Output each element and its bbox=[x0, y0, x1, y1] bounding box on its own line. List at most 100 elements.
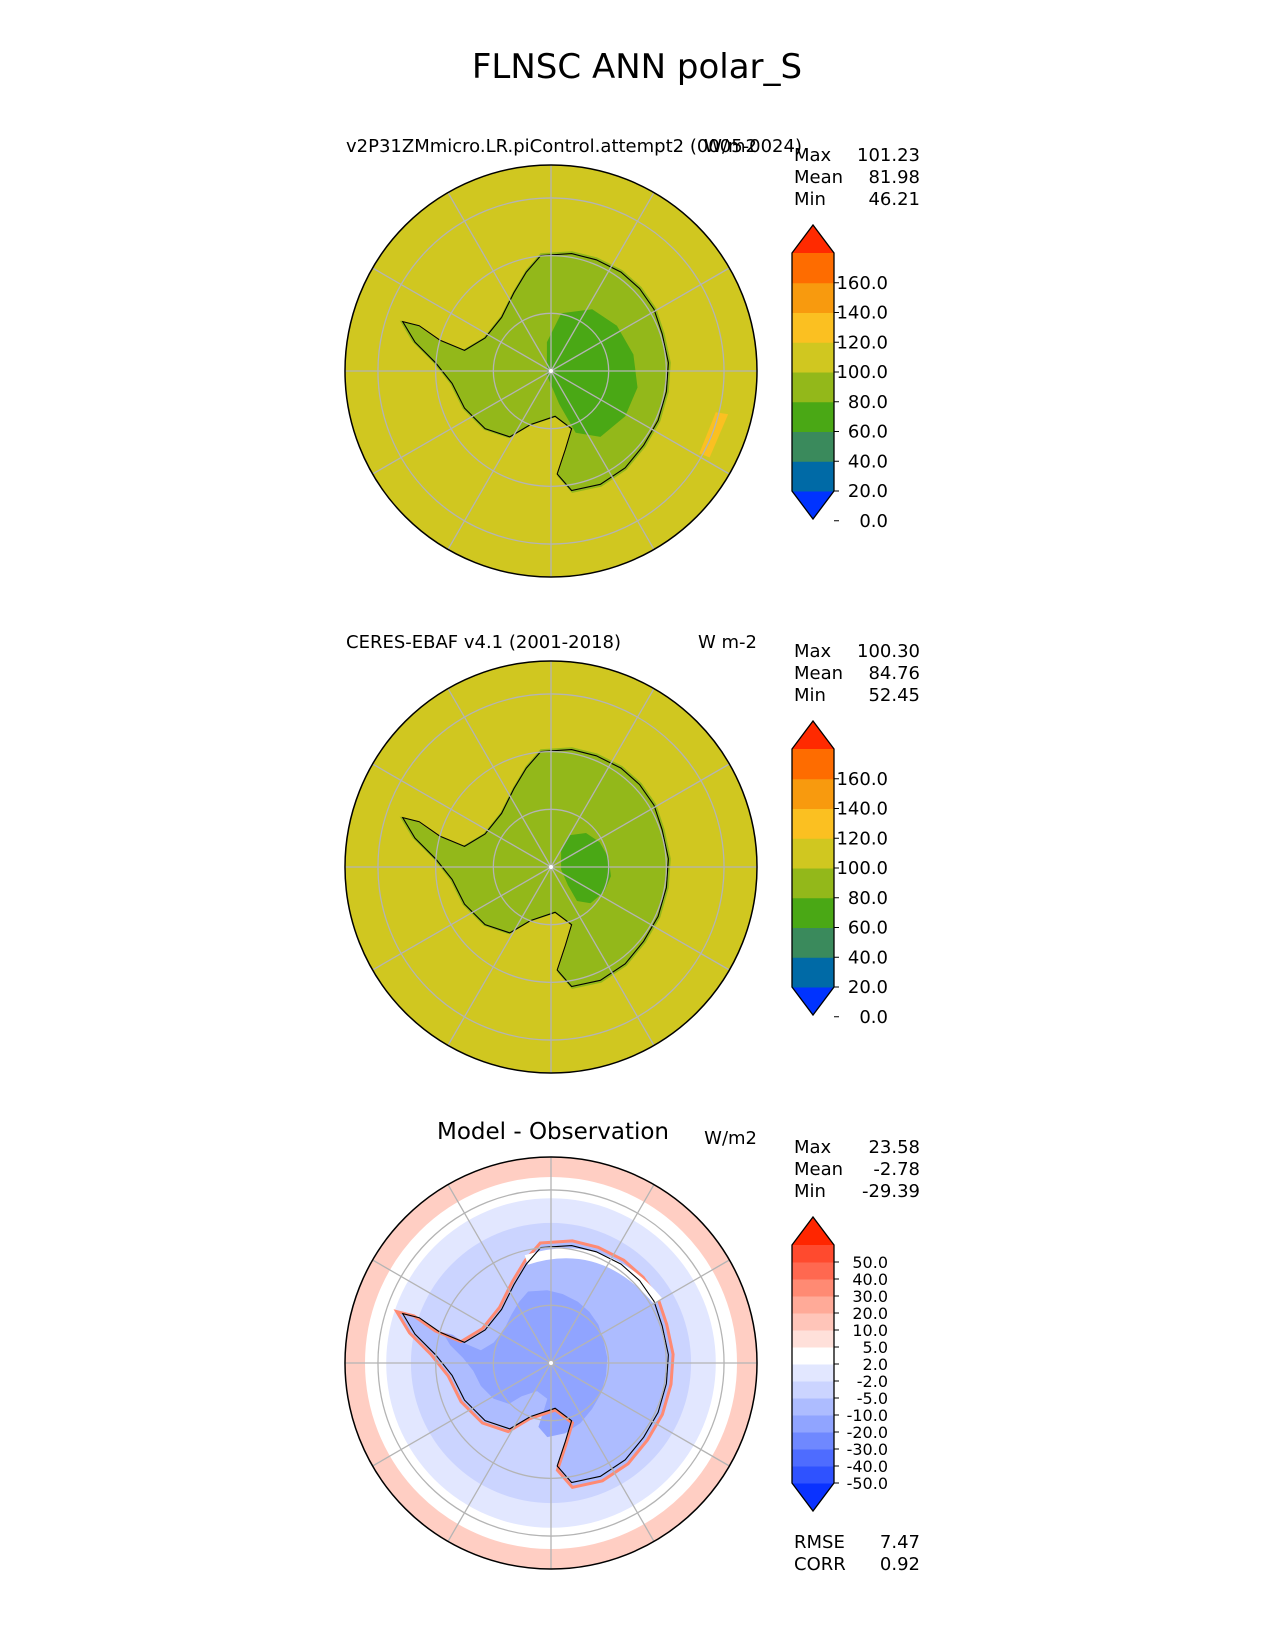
stat-value: 101.23 bbox=[857, 145, 920, 166]
colorbar-extend-min bbox=[792, 491, 834, 519]
colorbar-reference: 160.0 140.0 120.0 100.0 80.0 60.0 40.0 20.0 0.0 bbox=[791, 719, 888, 1028]
meridian-line bbox=[550, 370, 730, 475]
stat-label: Max bbox=[794, 1137, 832, 1158]
colorbar-segment bbox=[792, 1279, 834, 1297]
colorbar-tick-label: 10.0 bbox=[852, 1321, 888, 1340]
stat-label: Mean bbox=[794, 663, 843, 684]
stat-label: Mean bbox=[794, 167, 843, 188]
colorbar-segment bbox=[792, 868, 834, 899]
map-frame bbox=[344, 660, 758, 1074]
colorbar-segment bbox=[792, 1245, 834, 1263]
colorbar-tick-label: 0.0 bbox=[859, 511, 888, 532]
colorbar-extend-min bbox=[792, 1483, 834, 1511]
colorbar-tick-label: 80.0 bbox=[848, 888, 888, 909]
colorbar-tick-label: 5.0 bbox=[863, 1338, 888, 1357]
colorbar-tick-label: 80.0 bbox=[848, 392, 888, 413]
stat-value: 81.98 bbox=[868, 167, 920, 188]
coastal-positive bbox=[393, 1239, 675, 1489]
stat-value: 52.45 bbox=[868, 685, 920, 706]
colorbar-segment bbox=[792, 1398, 834, 1416]
colorbar-tick-label: 100.0 bbox=[836, 858, 888, 879]
colorbar-tick-label: -30.0 bbox=[847, 1440, 888, 1459]
stat-value: 46.21 bbox=[868, 189, 920, 210]
meridian-line bbox=[550, 866, 730, 971]
colorbar-tick-label: 2.0 bbox=[863, 1355, 888, 1374]
stat-label: Min bbox=[794, 1181, 826, 1202]
coastline bbox=[401, 1245, 669, 1484]
colorbar-tick-label: -5.0 bbox=[857, 1389, 888, 1408]
colorbar-segment bbox=[792, 461, 834, 492]
meridian-line bbox=[372, 1362, 552, 1467]
gridlines bbox=[345, 165, 757, 577]
colorbar-tick-label: -2.0 bbox=[857, 1372, 888, 1391]
map-difference bbox=[344, 1156, 758, 1570]
stat-value: 100.30 bbox=[857, 641, 920, 662]
panel-title: Model - Observation bbox=[437, 1119, 669, 1145]
colorbar-segment bbox=[792, 1330, 834, 1348]
meridian-line bbox=[447, 1362, 552, 1542]
meridian-line bbox=[550, 1259, 730, 1364]
stat-label: CORR bbox=[794, 1554, 846, 1575]
map-frame bbox=[344, 164, 758, 578]
colorbar-segment bbox=[792, 808, 834, 839]
meridian-line bbox=[372, 866, 552, 971]
colorbar-tick-label: 0.0 bbox=[859, 1007, 888, 1028]
meridian-line bbox=[447, 370, 552, 550]
colorbar-tick-label: -40.0 bbox=[847, 1457, 888, 1476]
colorbar-tick-label: 20.0 bbox=[852, 1304, 888, 1323]
colorbar-segment bbox=[792, 312, 834, 343]
stat-value: 0.92 bbox=[880, 1554, 920, 1575]
meridian-line bbox=[447, 1184, 552, 1364]
interior-field bbox=[561, 833, 611, 904]
colorbar-segment bbox=[792, 749, 834, 780]
meridian-line bbox=[550, 267, 730, 372]
meridian-line bbox=[447, 192, 552, 372]
colorbar-tick-label: 120.0 bbox=[836, 828, 888, 849]
colorbar-extend-max bbox=[792, 1217, 834, 1245]
meridian-line bbox=[550, 1362, 730, 1467]
colorbar-segment bbox=[792, 1347, 834, 1365]
meridian-line bbox=[372, 763, 552, 868]
stat-value: 23.58 bbox=[868, 1137, 920, 1158]
map-frame bbox=[344, 1156, 758, 1570]
colorbar-test: 160.0 140.0 120.0 100.0 80.0 60.0 40.0 20.0 0.0 bbox=[791, 223, 888, 532]
colorbar-tick-label: 100.0 bbox=[836, 362, 888, 383]
colorbar-segment bbox=[792, 1262, 834, 1280]
pole-marker bbox=[549, 865, 553, 869]
meridian-line bbox=[550, 370, 655, 550]
colorbar-tick-label: -10.0 bbox=[847, 1406, 888, 1425]
meridian-line bbox=[550, 688, 655, 868]
colorbar-tick-label: -20.0 bbox=[847, 1423, 888, 1442]
map-reference bbox=[344, 660, 758, 1074]
stat-label: Mean bbox=[794, 1159, 843, 1180]
stat-label: Max bbox=[794, 145, 832, 166]
meridian-line bbox=[550, 1362, 655, 1542]
map-test bbox=[344, 164, 758, 578]
coastal-neutral-band bbox=[524, 1248, 662, 1305]
panel-title: v2P31ZMmicro.LR.piControl.attempt2 (0005… bbox=[346, 136, 802, 157]
colorbar-segment bbox=[792, 778, 834, 809]
colorbar-segment bbox=[792, 253, 834, 284]
stat-value: 7.47 bbox=[880, 1532, 920, 1553]
colorbar-segment bbox=[792, 1432, 834, 1450]
colorbar-tick-label: 40.0 bbox=[848, 451, 888, 472]
colorbar-segment bbox=[792, 342, 834, 373]
colorbar-segment bbox=[792, 957, 834, 988]
coastline bbox=[401, 749, 669, 988]
colorbar-tick-label: 140.0 bbox=[836, 799, 888, 820]
stat-value: -2.78 bbox=[873, 1159, 920, 1180]
colorbar-tick-label: 140.0 bbox=[836, 303, 888, 324]
colorbar-segment bbox=[792, 372, 834, 403]
colorbar-segment bbox=[792, 1415, 834, 1433]
meridian-line bbox=[550, 763, 730, 868]
colorbar-tick-label: 50.0 bbox=[852, 1253, 888, 1272]
panel-units: W/m2 bbox=[704, 136, 757, 157]
meridian-line bbox=[447, 688, 552, 868]
colorbar-tick-label: 120.0 bbox=[836, 332, 888, 353]
stat-value: 84.76 bbox=[868, 663, 920, 684]
colorbar-tick-label: 20.0 bbox=[848, 977, 888, 998]
colorbar-segment bbox=[792, 1296, 834, 1314]
colorbar-segment bbox=[792, 401, 834, 432]
meridian-line bbox=[372, 370, 552, 475]
